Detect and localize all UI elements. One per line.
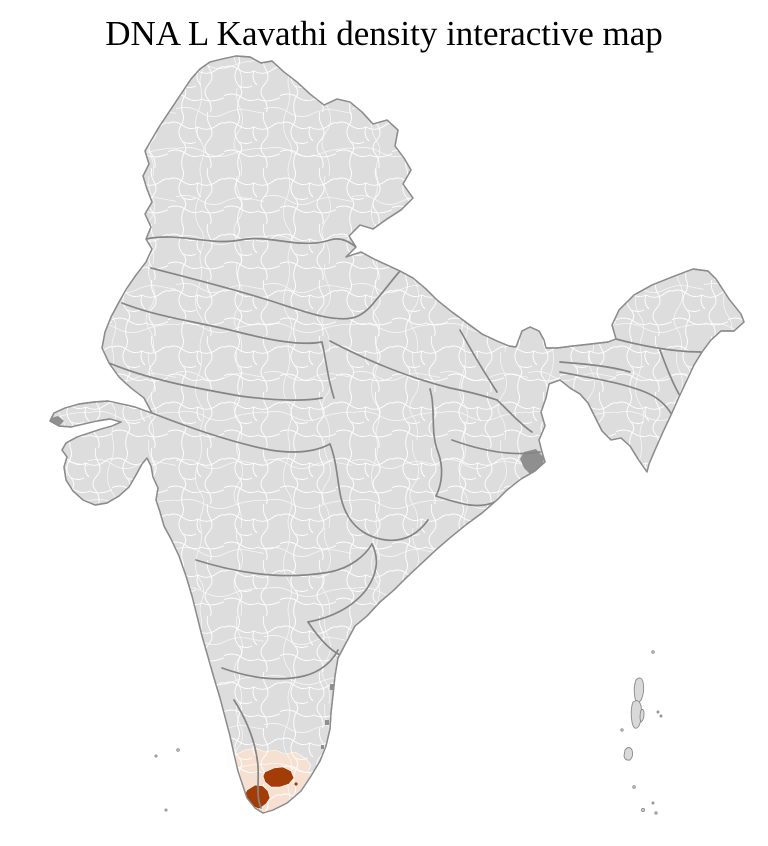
puducherry-mark bbox=[325, 720, 329, 725]
high-density-district-1[interactable] bbox=[262, 766, 295, 788]
page-title: DNA L Kavathi density interactive map bbox=[105, 14, 663, 53]
lakshadweep-islands bbox=[154, 748, 180, 812]
high-density-fragment[interactable] bbox=[294, 782, 298, 786]
puducherry-mark bbox=[330, 684, 334, 690]
puducherry-mark bbox=[321, 745, 324, 749]
andaman-nicobar-islands bbox=[620, 650, 663, 815]
state-borders bbox=[108, 236, 703, 809]
diu-mark bbox=[99, 504, 103, 508]
